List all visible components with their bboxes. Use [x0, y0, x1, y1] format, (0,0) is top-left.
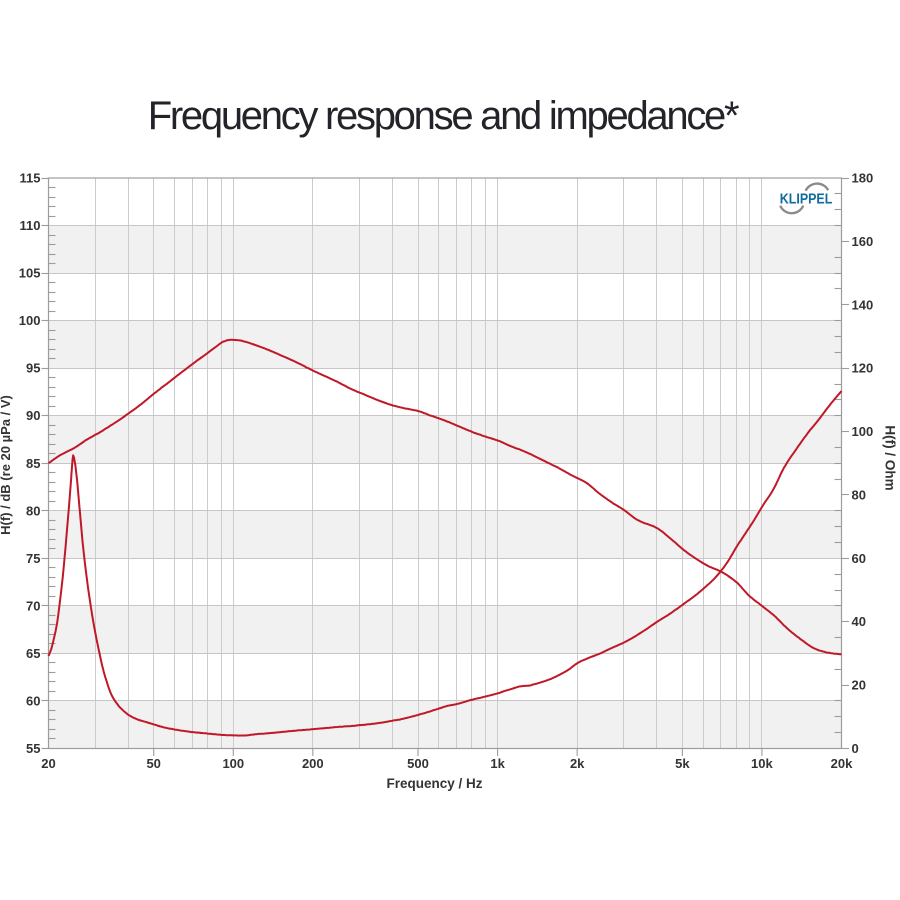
svg-text:110: 110: [20, 218, 41, 233]
svg-text:KLIPPEL: KLIPPEL: [780, 191, 833, 208]
svg-text:500: 500: [407, 756, 429, 771]
svg-text:85: 85: [26, 456, 40, 471]
svg-text:115: 115: [20, 171, 41, 186]
svg-text:105: 105: [19, 266, 41, 281]
svg-text:70: 70: [26, 598, 40, 613]
svg-text:5k: 5k: [675, 756, 690, 771]
svg-text:160: 160: [852, 234, 874, 249]
svg-text:90: 90: [26, 408, 40, 423]
svg-text:20: 20: [852, 678, 866, 693]
svg-text:60: 60: [26, 694, 40, 709]
svg-text:100: 100: [19, 313, 41, 328]
svg-text:140: 140: [852, 297, 874, 312]
svg-text:H(f) / Ohm: H(f) / Ohm: [883, 425, 898, 490]
svg-text:1k: 1k: [490, 756, 505, 771]
svg-text:50: 50: [146, 756, 160, 771]
svg-text:200: 200: [302, 756, 324, 771]
svg-text:100: 100: [222, 756, 244, 771]
svg-text:40: 40: [852, 614, 866, 629]
svg-text:10k: 10k: [751, 756, 773, 771]
svg-text:100: 100: [852, 424, 874, 439]
svg-text:80: 80: [26, 503, 40, 518]
svg-text:75: 75: [26, 551, 40, 566]
svg-text:20k: 20k: [831, 756, 853, 771]
svg-text:20: 20: [41, 756, 55, 771]
svg-text:60: 60: [852, 551, 866, 566]
svg-text:180: 180: [852, 171, 874, 186]
svg-text:120: 120: [852, 361, 874, 376]
svg-text:2k: 2k: [570, 756, 585, 771]
svg-text:Frequency / Hz: Frequency / Hz: [386, 776, 482, 791]
svg-text:95: 95: [26, 361, 40, 376]
svg-text:H(f) / dB (re 20 µPa / V): H(f) / dB (re 20 µPa / V): [0, 395, 13, 535]
svg-text:65: 65: [26, 646, 40, 661]
svg-text:80: 80: [852, 487, 866, 502]
svg-text:55: 55: [26, 741, 40, 756]
svg-text:0: 0: [852, 741, 859, 756]
